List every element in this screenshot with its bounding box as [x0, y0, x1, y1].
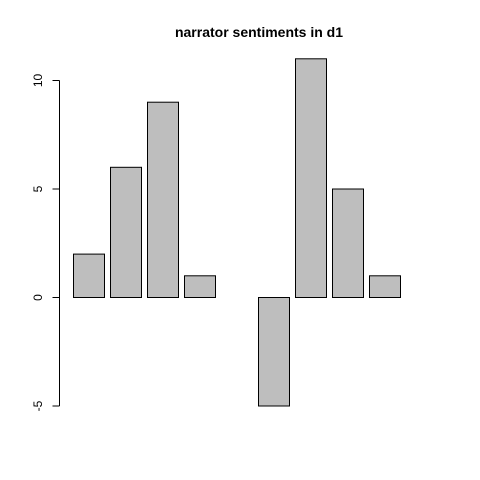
y-axis: -5 0 5 10	[31, 74, 60, 411]
bar	[295, 58, 327, 298]
y-tick-label: -5	[31, 400, 45, 411]
bar	[110, 166, 142, 298]
bars	[73, 58, 401, 407]
chart-title: narrator sentiments in d1	[175, 24, 343, 40]
bar	[369, 275, 401, 298]
bar	[332, 188, 364, 298]
bar	[73, 253, 105, 299]
y-tick-label: 10	[31, 74, 45, 88]
y-tick-label: 0	[31, 294, 45, 301]
bar	[184, 275, 216, 298]
bar	[147, 101, 179, 298]
bar	[258, 297, 290, 407]
y-tick-label: 5	[31, 185, 45, 192]
